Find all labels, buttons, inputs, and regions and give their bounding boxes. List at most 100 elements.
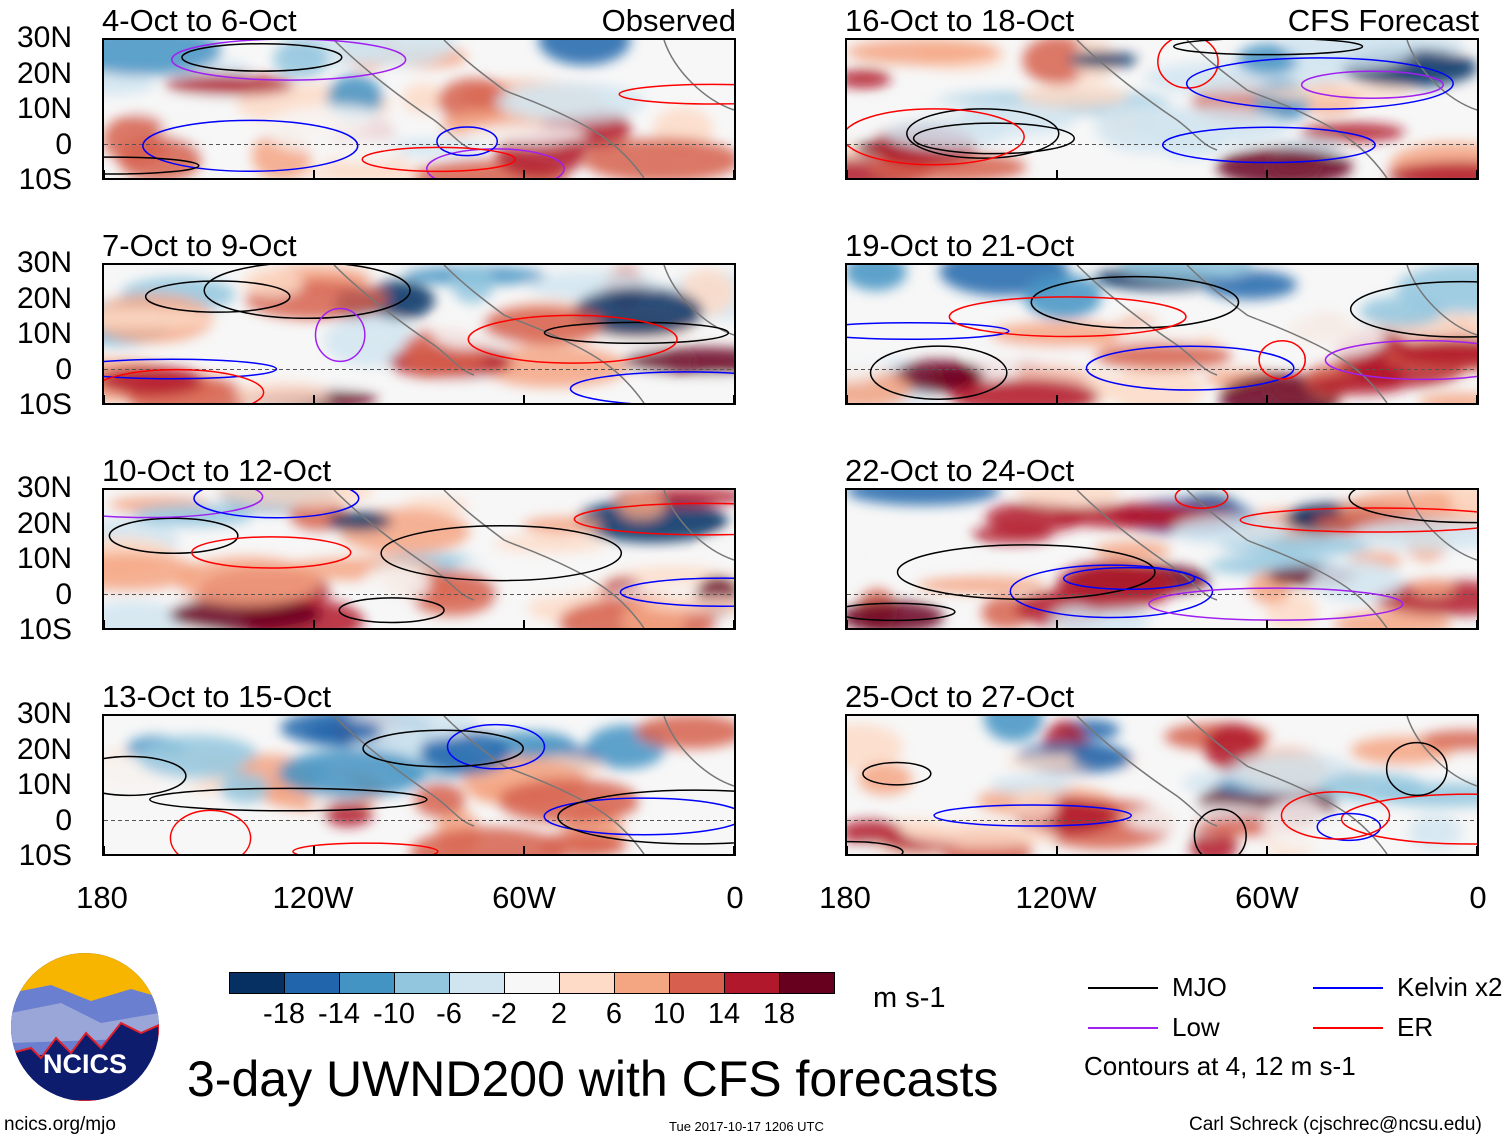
contour-line [1316, 812, 1382, 842]
contour-line [436, 126, 499, 157]
contour-line [869, 345, 1008, 400]
contour-line [169, 809, 252, 854]
legend-line-low [1088, 1027, 1158, 1029]
wind-anomaly-blob [493, 535, 605, 553]
wind-anomaly-blob [847, 723, 903, 771]
wind-anomaly-blob [121, 95, 257, 118]
wind-anomaly-blob [906, 822, 1059, 847]
contour-line [1009, 564, 1214, 619]
map-panel [102, 488, 736, 630]
colorbar-tick-label: 6 [605, 998, 623, 1030]
footer-timestamp: Tue 2017-10-17 1206 UTC [669, 1119, 824, 1134]
contour-line [573, 502, 734, 536]
colorbar-swatch [724, 972, 780, 994]
colorbar-tick-label: -14 [318, 998, 360, 1030]
panel-source-label: Observed [601, 3, 736, 38]
contour-line [1030, 275, 1240, 329]
wind-anomaly-blob [362, 564, 431, 603]
panel-source-label: CFS Forecast [1287, 3, 1479, 38]
legend-line-kelvin [1313, 987, 1383, 989]
contour-line [618, 83, 734, 105]
colorbar-swatch [449, 972, 505, 994]
contour-line [171, 40, 407, 81]
wind-anomaly-blob [451, 265, 494, 304]
wind-anomaly-blob [635, 716, 734, 749]
lon-label: 180 [76, 880, 128, 915]
wind-anomaly-blob [137, 735, 260, 779]
wind-anomaly-blob [1068, 51, 1138, 69]
wind-anomaly-blob [339, 40, 457, 67]
lat-label: 10S [18, 388, 72, 421]
lat-label: 30N [16, 697, 72, 730]
lon-label: 0 [1469, 880, 1487, 915]
colorbar-tick-label: 14 [707, 998, 741, 1030]
coastline [1076, 716, 1477, 854]
contour-line [847, 840, 904, 854]
legend-label: ER [1397, 1012, 1434, 1042]
panel-title: 16-Oct to 18-Oct [845, 3, 1075, 38]
colorbar-tick-label: -10 [373, 998, 415, 1030]
wind-anomaly-blob [847, 490, 1000, 506]
ncics-logo: NCICS [11, 953, 159, 1101]
lat-label: 0 [55, 577, 72, 611]
lat-label: 30N [16, 471, 72, 504]
colorbar-swatch [669, 972, 725, 994]
wind-anomaly-blob [703, 537, 734, 572]
lat-label: 10S [18, 839, 72, 872]
wind-anomaly-blob [1071, 747, 1133, 771]
wind-anomaly-blob [623, 347, 734, 375]
wind-anomaly-blob [847, 40, 1000, 66]
legend-label: MJO [1172, 972, 1227, 1002]
wind-anomaly-blob [104, 72, 157, 96]
wind-anomaly-blob [1408, 814, 1462, 850]
legend-label: Low [1172, 1012, 1220, 1042]
wind-anomaly-blob [582, 137, 734, 178]
wind-anomaly-blob [408, 570, 498, 616]
lat-label: 10S [18, 613, 72, 646]
legend-line-er [1313, 1027, 1383, 1029]
contour-line [362, 729, 524, 768]
contour-line [149, 787, 428, 812]
map-panel [845, 38, 1479, 180]
wind-anomaly-blob [917, 576, 1046, 594]
contour-line [1258, 340, 1306, 380]
contour-line [1174, 490, 1229, 509]
contour-line [1340, 793, 1477, 845]
wind-anomaly-blob [1172, 514, 1288, 546]
contour-line [292, 842, 439, 854]
contour-line [104, 490, 264, 519]
footer-author: Carl Schreck (cjschrec@ncsu.edu) [1189, 1114, 1482, 1135]
contour-line [104, 755, 187, 797]
contour-line [1185, 57, 1454, 110]
lat-label: 20N [16, 732, 72, 766]
lat-label: 30N [16, 21, 72, 54]
lat-label: 10N [16, 92, 72, 125]
wind-anomaly-blob [1394, 338, 1477, 368]
lon-label: 60W [1235, 880, 1299, 915]
wind-anomaly-blob [410, 827, 567, 854]
wind-anomaly-blob [1387, 161, 1477, 178]
lon-label: 120W [272, 880, 354, 915]
wind-anomaly-blob [1318, 772, 1427, 802]
colorbar-swatch [339, 972, 395, 994]
wind-anomaly-blob [1056, 503, 1208, 529]
contour-line [1349, 280, 1477, 338]
wind-anomaly-blob [1018, 84, 1129, 108]
contour-line [467, 314, 678, 364]
colorbar-tick-label: -6 [436, 998, 462, 1030]
wind-anomaly-blob [104, 40, 222, 76]
wind-anomaly-blob [176, 556, 320, 607]
lat-label: 0 [55, 352, 72, 386]
logo-text: NCICS [42, 1049, 127, 1079]
colorbar-swatch [559, 972, 615, 994]
footer-url[interactable]: ncics.org/mjo [4, 1114, 116, 1135]
wind-anomaly-blob [277, 748, 427, 798]
wind-anomaly-blob [1055, 560, 1175, 611]
contour-line [361, 146, 517, 173]
panel-title: 4-Oct to 6-Oct [102, 3, 297, 38]
panel-title: 7-Oct to 9-Oct [102, 228, 297, 263]
wind-anomaly-blob [1282, 40, 1418, 70]
contour-line [1161, 126, 1376, 164]
colorbar-tick-label: 18 [762, 998, 796, 1030]
